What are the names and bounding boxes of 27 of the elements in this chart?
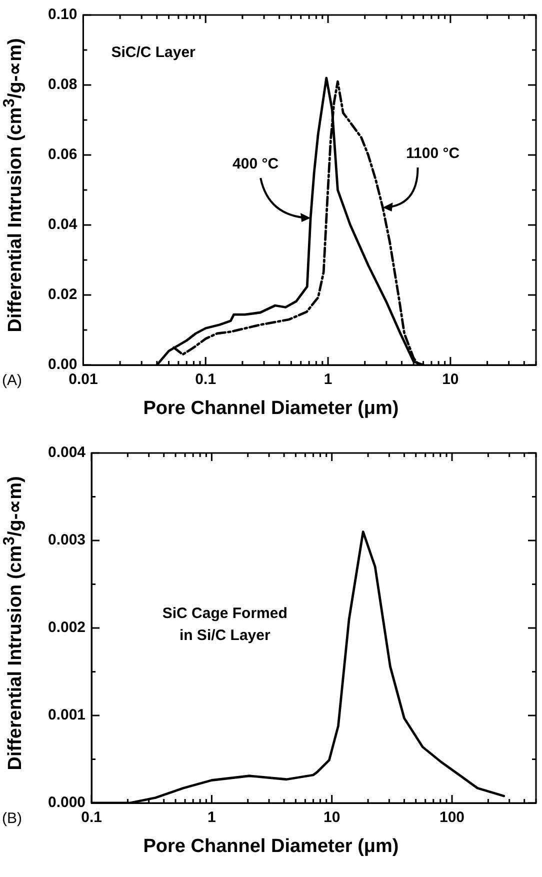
annotation: 400 °C — [232, 156, 279, 173]
y-tick-label: 0.00 — [48, 356, 78, 374]
x-tick-label: 0.01 — [68, 371, 98, 388]
x-axis-title: Pore Channel Diameter (μm) — [142, 398, 400, 420]
x-tick-label: 100 — [439, 809, 465, 826]
y-tick-label: 0.08 — [48, 76, 78, 94]
y-tick-label: 0.04 — [48, 216, 78, 234]
annotation: SiC/C Layer — [111, 44, 196, 62]
y-tick-label: 0.004 — [48, 444, 86, 462]
annotation: SiC Cage Formed in Si/C Layer — [162, 605, 288, 644]
x-tick-label: 1 — [324, 371, 332, 388]
y-tick-label: 0.000 — [48, 794, 86, 812]
y-tick-label: 0.10 — [48, 6, 78, 24]
x-axis-title: Pore Channel Diameter (μm) — [142, 836, 400, 858]
text: (A) — [2, 372, 22, 389]
y-tick-label: 0.003 — [48, 532, 86, 549]
x-tick-label: 10 — [324, 809, 340, 826]
x-tick-label: 0.1 — [81, 809, 102, 826]
annotation: 1100 °C — [406, 145, 460, 162]
x-tick-label: 10 — [442, 371, 459, 388]
y-tick-label: 0.02 — [48, 286, 78, 304]
x-tick-label: 0.1 — [195, 371, 216, 388]
y-tick-label: 0.06 — [48, 146, 78, 164]
x-tick-label: 1 — [208, 809, 216, 826]
y-tick-label: 0.002 — [48, 619, 86, 636]
y-tick-label: 0.001 — [48, 706, 86, 724]
text: (B) — [2, 810, 22, 827]
